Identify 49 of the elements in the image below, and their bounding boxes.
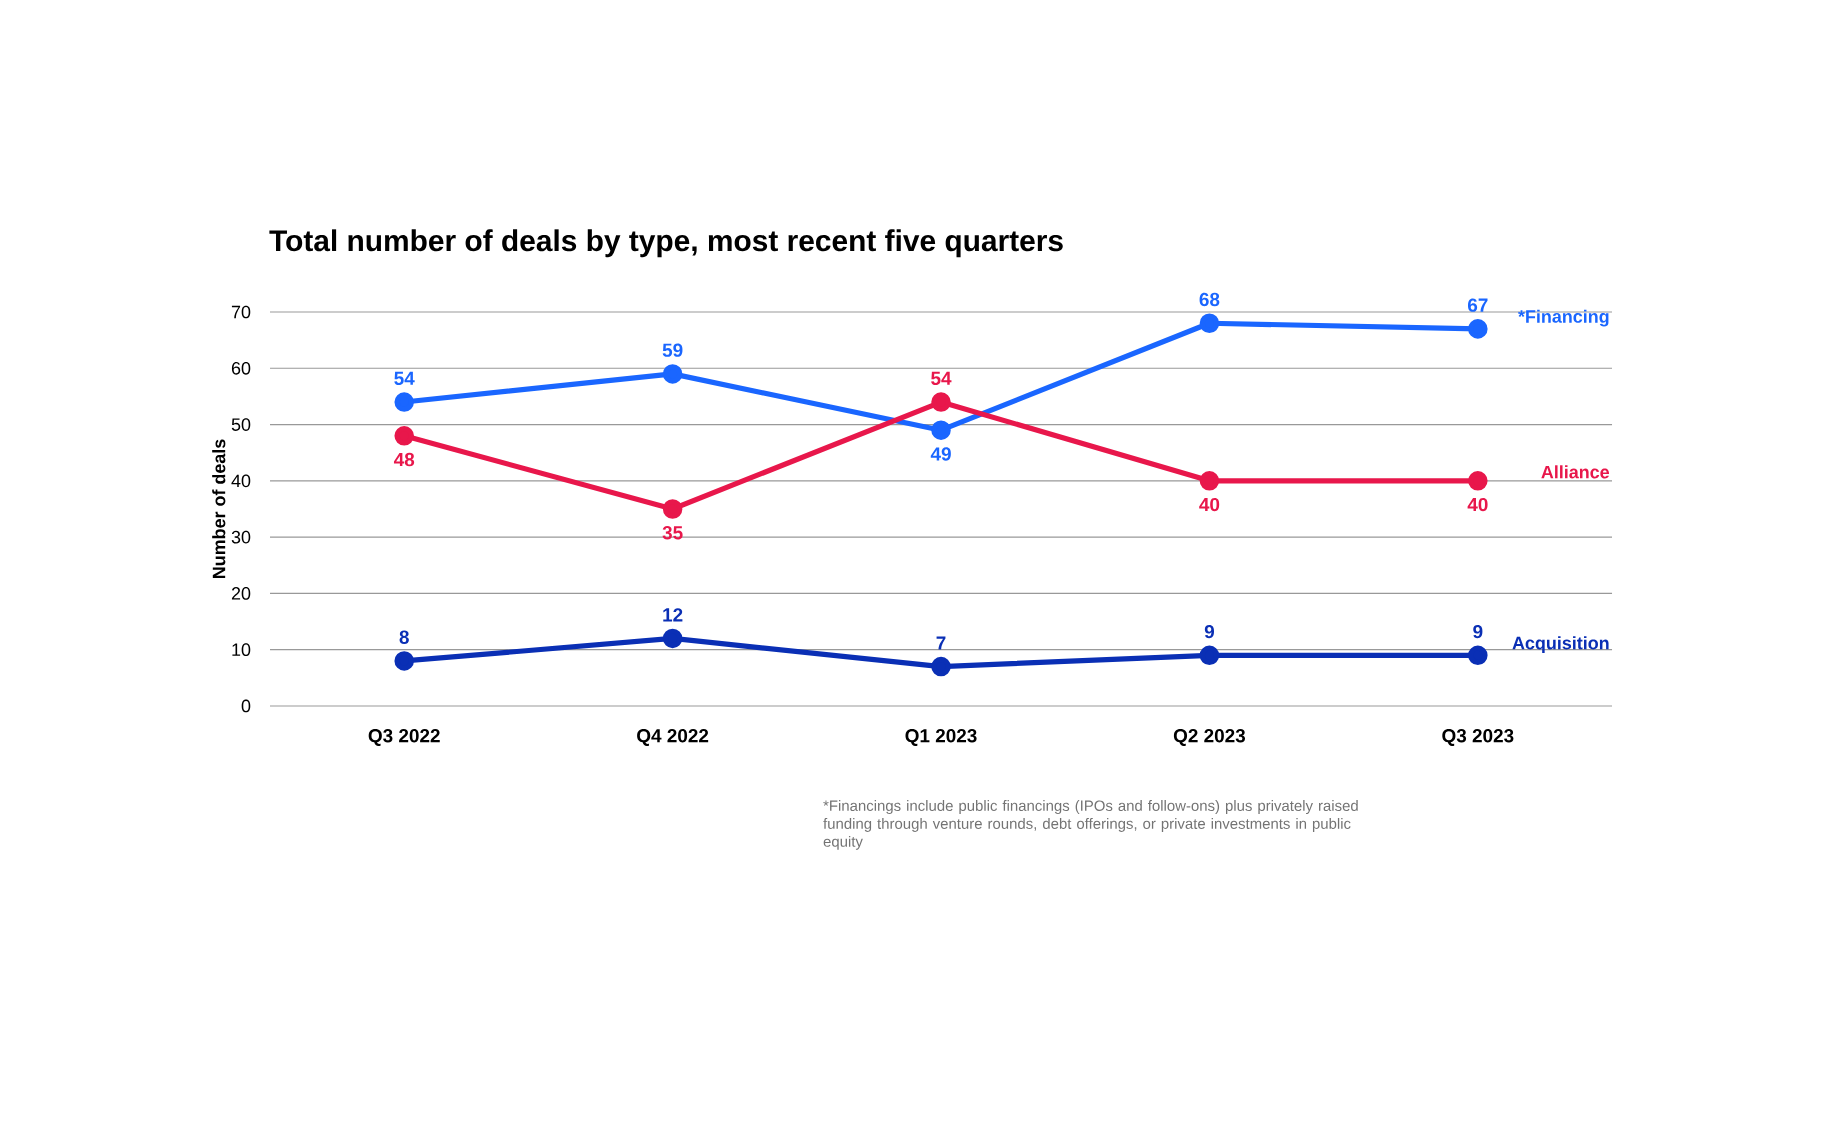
x-tick-label: Q3 2022 [368, 729, 440, 746]
x-tick-label: Q1 2023 [905, 729, 977, 746]
text: *Financings include public financings (IPOs and follow-ons) plus privately raised funding through venture rounds, debt offerings, or private investments in public equity [823, 800, 1358, 850]
series-label: *Financing [1518, 309, 1609, 327]
y-tick-label: 0 [241, 699, 251, 713]
point [1199, 313, 1220, 334]
data-label: 59 [662, 343, 683, 357]
data-label: 9 [1473, 624, 1483, 639]
y-tick-label: 70 [231, 305, 251, 319]
point [1199, 471, 1220, 491]
data-label: 12 [663, 608, 683, 622]
x-tick-label: Q3 2023 [1442, 729, 1514, 746]
point [1468, 645, 1488, 666]
point [394, 426, 414, 446]
series-label: Acquisition [1512, 636, 1609, 653]
x-tick-label: Q2 2023 [1173, 729, 1246, 746]
x-tick-label: Q4 2022 [637, 729, 709, 746]
data-label: 67 [1467, 298, 1488, 312]
data-label: 8 [399, 630, 409, 644]
point [931, 420, 951, 440]
data-label: 35 [662, 526, 683, 540]
data-label: 40 [1467, 497, 1488, 512]
point [662, 499, 683, 519]
point [1468, 471, 1488, 491]
point [394, 651, 414, 671]
y-tick-label: 10 [232, 643, 251, 657]
data-label: 9 [1204, 624, 1215, 639]
data-label: 68 [1199, 292, 1220, 307]
y-tick-label: 50 [231, 418, 251, 431]
y-tick-label: 30 [231, 530, 251, 544]
point [662, 364, 683, 384]
point [1199, 645, 1220, 666]
data-label: 49 [930, 447, 951, 461]
y-axis-title: Number of deals [212, 439, 226, 579]
data-label: 40 [1199, 497, 1220, 512]
y-tick-label: 20 [231, 587, 251, 600]
point [1468, 319, 1488, 339]
data-label: 54 [931, 371, 952, 386]
data-label: 54 [394, 371, 415, 386]
data-label: 48 [393, 452, 415, 467]
text: Alliance [1541, 465, 1610, 479]
y-tick-label: 60 [231, 361, 251, 375]
point [931, 656, 951, 677]
chart-title: Total number of deals by type, most recent five quarters [269, 229, 1063, 258]
point [662, 628, 683, 649]
data-label: 7 [936, 636, 946, 650]
point [931, 392, 951, 412]
y-tick-label: 40 [231, 474, 251, 488]
point [394, 392, 414, 412]
